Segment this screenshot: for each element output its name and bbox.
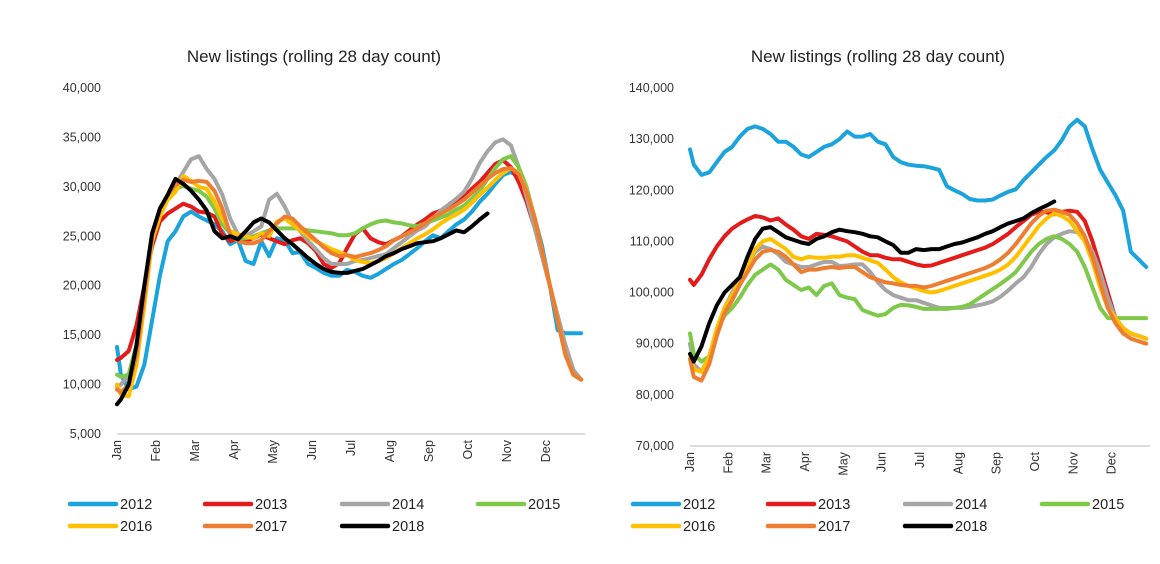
legend-item-2018: 2018 [902,519,987,535]
series-line-2014 [688,229,1149,374]
y-tick-label: 10,000 [63,378,101,392]
chart-2: New listings (rolling 28 day count) 70,00… [629,47,1150,535]
x-tick-label: Nov [500,439,514,462]
legend-item-2016: 2016 [67,519,152,535]
x-tick-label: Dec [1105,452,1119,474]
legend-label: 2015 [528,497,560,513]
series-line-2014 [115,137,584,389]
x-tick-label: May [836,451,850,475]
legend-label: 2013 [818,497,850,513]
legend-item-2017: 2017 [765,519,850,535]
series-line-2018 [688,199,1057,364]
series-line-2015 [688,234,1149,364]
x-tick-label: Feb [149,440,163,462]
legend-item-2012: 2012 [67,497,152,513]
legend-label: 2012 [683,497,715,513]
y-tick-label: 30,000 [63,180,101,194]
legend-item-2017: 2017 [202,519,287,535]
y-tick-label: 15,000 [63,328,101,342]
legend-item-2012: 2012 [630,497,715,513]
x-tick-label: Nov [1066,451,1080,474]
legend-item-2013: 2013 [202,497,287,513]
y-tick-label: 20,000 [63,279,101,293]
y-tick-label: 90,000 [636,337,674,351]
x-tick-label: Jan [683,452,697,472]
series-line-2016 [115,166,584,399]
x-tick-label: Sep [422,440,436,462]
legend-label: 2018 [955,519,987,535]
series-line-2013 [688,208,1149,341]
x-tick-label: May [266,439,280,463]
y-tick-label: 100,000 [629,286,674,300]
series-line-2012 [688,117,1149,269]
x-tick-label: Sep [990,452,1004,474]
y-tick-label: 130,000 [629,132,674,146]
legend-label: 2017 [818,519,850,535]
y-tick-label: 5,000 [70,427,101,441]
x-tick-label: Oct [1028,451,1042,471]
legend-label: 2014 [955,497,987,513]
x-tick-label: Dec [539,440,553,462]
y-tick-label: 35,000 [63,130,101,144]
series-line-2018 [115,176,490,407]
legend-item-2018: 2018 [339,519,424,535]
legend-item-2013: 2013 [765,497,850,513]
y-tick-label: 120,000 [629,183,674,197]
series-line-2017 [688,207,1149,383]
x-tick-label: Aug [383,440,397,462]
x-tick-label: Apr [798,452,812,471]
legend-label: 2018 [392,519,424,535]
x-tick-label: Jan [110,440,124,460]
x-tick-label: Mar [188,440,202,462]
y-tick-label: 80,000 [636,388,674,402]
legend-item-2015: 2015 [475,497,560,513]
legend-label: 2013 [255,497,287,513]
series-line-2017 [115,166,584,395]
legend-label: 2015 [1092,497,1124,513]
legend-label: 2012 [120,497,152,513]
legend-item-2015: 2015 [1039,497,1124,513]
legend-item-2014: 2014 [339,497,424,513]
y-tick-label: 40,000 [63,81,101,95]
x-tick-label: Jul [913,452,927,468]
y-tick-label: 70,000 [636,439,674,453]
legend-label: 2016 [683,519,715,535]
x-tick-label: Aug [951,452,965,474]
x-tick-label: Mar [760,452,774,474]
series-line-2015 [115,154,584,382]
x-tick-label: Jun [305,440,319,460]
x-tick-label: Apr [227,440,241,459]
chart-title: New listings (rolling 28 day count) [187,47,441,66]
legend-label: 2014 [392,497,424,513]
x-tick-label: Jun [875,452,889,472]
chart-title: New listings (rolling 28 day count) [751,47,1005,66]
legend-item-2014: 2014 [902,497,987,513]
legend-label: 2016 [120,519,152,535]
chart-1: New listings (rolling 28 day count) 5,000… [63,47,585,535]
legend-label: 2017 [255,519,287,535]
legend-item-2016: 2016 [630,519,715,535]
y-tick-label: 110,000 [630,234,674,248]
y-tick-label: 25,000 [63,229,101,243]
x-tick-label: Feb [721,452,735,474]
series-line-2016 [688,211,1149,374]
x-tick-label: Oct [461,439,475,459]
y-tick-label: 140,000 [629,81,674,95]
x-tick-label: Jul [344,440,358,456]
